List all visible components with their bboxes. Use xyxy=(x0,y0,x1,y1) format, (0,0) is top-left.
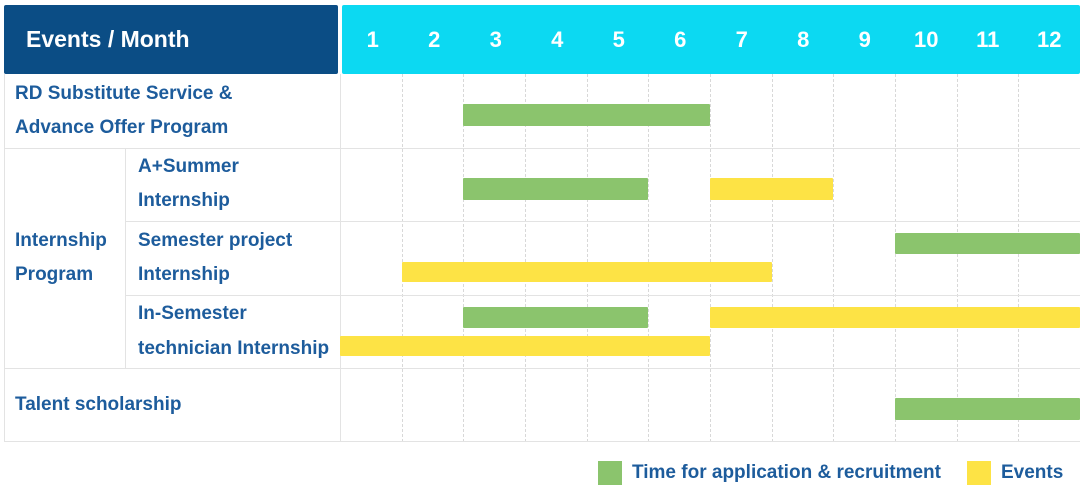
grid-vertical-line xyxy=(957,74,958,442)
gantt-bar-application-m3-m5 xyxy=(463,178,648,200)
gantt-bar-application-m10-m12 xyxy=(895,233,1080,254)
legend-label-application: Time for application & recruitment xyxy=(632,462,941,483)
month-header-cell-7: 7 xyxy=(735,26,748,52)
gantt-bar-application-m10-m12 xyxy=(895,398,1080,420)
month-header-cell-4: 4 xyxy=(551,26,564,52)
legend: Time for application & recruitment Event… xyxy=(598,458,1063,488)
grid-vertical-line xyxy=(895,74,896,442)
month-header-cell-9: 9 xyxy=(858,26,871,52)
legend-swatch-event xyxy=(966,461,991,485)
month-header-cell-10: 10 xyxy=(914,26,939,52)
row-label-3: In-Semester technician Internship xyxy=(138,303,330,359)
group-label: Internship Program xyxy=(15,229,107,285)
row-label-0: RD Substitute Service & Advance Offer Pr… xyxy=(15,82,233,138)
gantt-bar-event-m7-m8 xyxy=(710,178,833,200)
gantt-bar-event-m1-m6 xyxy=(340,336,710,356)
grid-vertical-line xyxy=(648,74,649,442)
legend-label-event: Events xyxy=(1000,462,1064,483)
month-header-cell-11: 11 xyxy=(976,26,1000,52)
corner-header: Events / Month xyxy=(4,5,338,74)
row-label-4: Talent scholarship xyxy=(15,394,182,416)
grid-vertical-line xyxy=(402,74,403,442)
grid-vertical-line xyxy=(125,147,126,369)
grid-vertical-line xyxy=(4,74,5,442)
gantt-bar-event-m2-m7 xyxy=(402,262,772,282)
grid-vertical-line xyxy=(463,74,464,442)
legend-item-event: Events xyxy=(966,461,1064,485)
gantt-bar-application-m3-m6 xyxy=(463,104,710,126)
legend-swatch-application xyxy=(598,461,622,485)
row-label-2: Semester project Internship xyxy=(138,229,293,285)
grid-vertical-line xyxy=(1018,74,1019,442)
month-header-cell-12: 12 xyxy=(1037,26,1062,52)
grid-horizontal-line xyxy=(4,368,1080,370)
month-header-cell-3: 3 xyxy=(489,26,502,52)
grid-vertical-line xyxy=(772,74,773,442)
grid-vertical-line xyxy=(340,74,341,442)
grid-horizontal-line xyxy=(125,221,1080,223)
grid-horizontal-line xyxy=(125,294,1080,296)
corner-header-label: Events / Month xyxy=(26,26,190,52)
gantt-bar-application-m3-m5 xyxy=(463,307,648,328)
grid-vertical-line xyxy=(525,74,526,442)
month-header-row: 1 2 3 4 5 6 7 8 9 10 11 12 xyxy=(342,5,1080,74)
month-header-cell-1: 1 xyxy=(366,26,379,52)
grid-vertical-line xyxy=(587,74,588,442)
grid-vertical-line xyxy=(833,74,834,442)
month-header-cell-6: 6 xyxy=(674,26,687,52)
gantt-bar-event-m7-m12 xyxy=(710,307,1080,328)
month-header-cell-2: 2 xyxy=(428,26,441,52)
legend-item-application: Time for application & recruitment xyxy=(598,461,941,485)
grid-horizontal-line xyxy=(4,441,1080,442)
row-label-1: A+Summer Internship xyxy=(138,156,239,212)
month-header-cell-5: 5 xyxy=(612,26,625,52)
month-header-cell-8: 8 xyxy=(797,26,810,52)
grid-vertical-line xyxy=(710,74,711,442)
grid-horizontal-line xyxy=(4,147,1080,149)
